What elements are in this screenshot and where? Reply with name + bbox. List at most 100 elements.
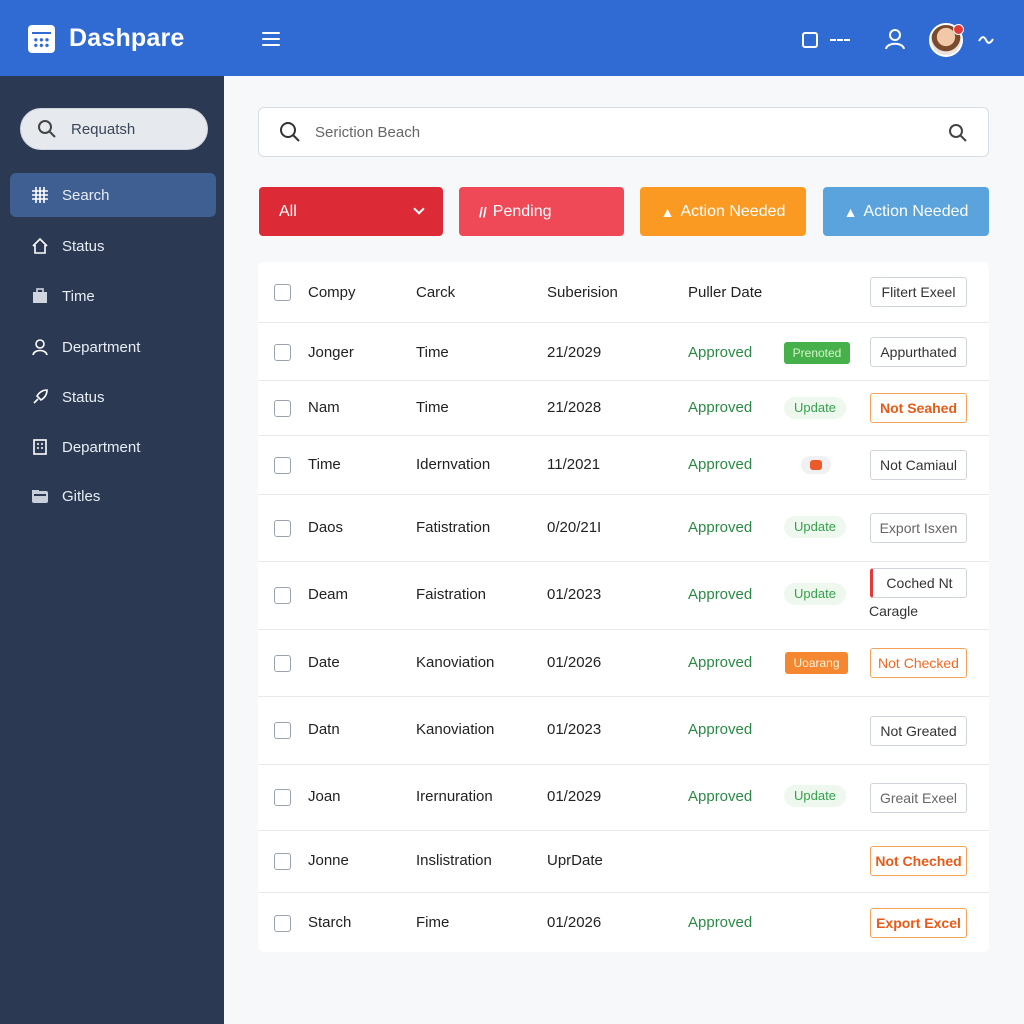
warning-icon: ▲: [660, 203, 675, 220]
grid-icon: [30, 185, 50, 205]
requests-table: Compy Carck Suberision Puller Date Flite…: [258, 262, 989, 952]
update-badge[interactable]: Update: [784, 583, 846, 605]
column-header[interactable]: Compy: [308, 284, 356, 301]
row-name: Starch: [308, 914, 352, 931]
table-row[interactable]: Date Kanoviation 01/2026 Approved Uoaran…: [258, 630, 989, 697]
user-icon[interactable]: [884, 28, 906, 50]
play-icon[interactable]: [801, 456, 831, 474]
status-approved: Approved: [688, 721, 753, 738]
row-action-button[interactable]: Greait Exeel: [870, 783, 967, 813]
table-row[interactable]: Deam Faistration 01/2023 Approved Update…: [258, 562, 989, 630]
pending-icon: //: [479, 203, 487, 220]
row-name: Joan: [308, 788, 341, 805]
row-checkbox[interactable]: [274, 520, 291, 537]
sidebar-item-label: Department: [62, 338, 141, 356]
row-checkbox[interactable]: [274, 655, 291, 672]
row-type: Idernvation: [416, 456, 491, 473]
row-date: 01/2029: [547, 788, 602, 805]
filter-action-needed-button[interactable]: ▲ Action Needed: [640, 187, 806, 236]
sidebar-item-search[interactable]: Search: [10, 173, 216, 217]
row-action-button[interactable]: Not Checked: [870, 648, 967, 678]
sidebar-item-department[interactable]: Department: [10, 325, 216, 369]
status-approved: Approved: [688, 344, 753, 361]
sidebar-item-department-2[interactable]: Department: [10, 425, 216, 469]
row-date: 01/2023: [547, 586, 602, 603]
search-submit-icon[interactable]: [948, 123, 968, 143]
row-type: Irernuration: [416, 788, 493, 805]
row-checkbox[interactable]: [274, 400, 291, 417]
sidebar-item-gitles[interactable]: Gitles: [10, 474, 216, 518]
row-checkbox[interactable]: [274, 457, 291, 474]
sidebar-item-status[interactable]: Status: [10, 224, 216, 268]
table-row[interactable]: Joan Irernuration 01/2029 Approved Updat…: [258, 765, 989, 831]
table-row[interactable]: Daos Fatistration 0/20/21I Approved Upda…: [258, 495, 989, 562]
row-action-button[interactable]: Appurthated: [870, 337, 967, 367]
sidebar-item-label: Status: [62, 388, 105, 406]
more-icon[interactable]: [830, 39, 850, 41]
filter-action-label: Action Needed: [863, 202, 969, 220]
status-badge: Prenoted: [784, 342, 850, 364]
column-header[interactable]: Suberision: [547, 284, 618, 301]
building-icon: [30, 437, 50, 457]
row-action-button[interactable]: Not Seahed: [870, 393, 967, 423]
calendar-icon: [28, 24, 55, 53]
column-header[interactable]: Carck: [416, 284, 456, 301]
select-all-checkbox[interactable]: [274, 284, 291, 301]
status-approved: Approved: [688, 914, 753, 931]
row-checkbox[interactable]: [274, 344, 291, 361]
row-action-button[interactable]: Not Greated: [870, 716, 967, 746]
table-row[interactable]: Nam Time 21/2028 Approved Update Not Sea…: [258, 381, 989, 436]
status-approved: Approved: [688, 654, 753, 671]
sidebar-item-status-2[interactable]: Status: [10, 375, 216, 419]
wave-icon[interactable]: [978, 35, 994, 45]
row-action-button[interactable]: Export Isxen: [870, 513, 967, 543]
row-date: 21/2028: [547, 399, 602, 416]
row-checkbox[interactable]: [274, 789, 291, 806]
row-date: 0/20/21I: [547, 519, 602, 536]
row-action-sublabel: Caragle: [869, 603, 919, 619]
briefcase-icon: [30, 286, 50, 306]
app-title: Dashpare: [69, 24, 185, 52]
row-checkbox[interactable]: [274, 587, 291, 604]
row-action-button[interactable]: Not Camiaul: [870, 450, 967, 480]
sidebar-item-label: Gitles: [62, 487, 101, 505]
filter-action-needed-button-2[interactable]: ▲ Action Needed: [823, 187, 989, 236]
sidebar-item-time[interactable]: Time: [10, 274, 216, 318]
row-date: 11/2021: [547, 456, 601, 473]
row-action-button[interactable]: Not Cheched: [870, 846, 967, 876]
brand[interactable]: Dashpare: [28, 24, 185, 53]
search-input[interactable]: Seriction Beach: [258, 107, 989, 157]
row-name: Jonger: [308, 344, 354, 361]
row-type: Fatistration: [416, 519, 491, 536]
row-action-button[interactable]: Coched Nt: [870, 568, 967, 598]
filter-pending-button[interactable]: // Pending: [459, 187, 624, 236]
menu-icon[interactable]: [262, 32, 280, 46]
table-row[interactable]: Starch Fime 01/2026 Approved Export Exce…: [258, 893, 989, 952]
sidebar-item-label: Department: [62, 438, 141, 456]
update-badge[interactable]: Update: [784, 516, 846, 538]
status-approved: Approved: [688, 456, 753, 473]
update-badge[interactable]: Update: [784, 785, 846, 807]
row-name: Nam: [308, 399, 340, 416]
status-approved: Approved: [688, 399, 753, 416]
row-checkbox[interactable]: [274, 915, 291, 932]
window-icon[interactable]: [802, 32, 818, 48]
table-row[interactable]: Time Idernvation 11/2021 Approved Not Ca…: [258, 436, 989, 495]
sidebar-search[interactable]: Requatsh: [20, 108, 208, 150]
notification-dot: [953, 24, 964, 35]
row-type: Kanoviation: [416, 654, 495, 671]
update-badge[interactable]: Update: [784, 397, 846, 419]
column-header[interactable]: Puller Date: [688, 284, 763, 301]
row-checkbox[interactable]: [274, 853, 291, 870]
row-name: Date: [308, 654, 340, 671]
status-badge: Uoarang: [785, 652, 848, 674]
filter-export-button[interactable]: Flitert Exeel: [870, 277, 967, 307]
row-checkbox[interactable]: [274, 722, 291, 739]
filter-all-dropdown[interactable]: All: [259, 187, 443, 236]
table-row[interactable]: Datn Kanoviation 01/2023 Approved Not Gr…: [258, 697, 989, 765]
table-row[interactable]: Jonger Time 21/2029 Approved Prenoted Ap…: [258, 323, 989, 381]
chevron-down-icon: [413, 203, 425, 215]
row-type: Time: [416, 344, 449, 361]
export-excel-button[interactable]: Export Excel: [870, 908, 967, 938]
table-row[interactable]: Jonne Inslistration UprDate Not Cheched: [258, 831, 989, 893]
